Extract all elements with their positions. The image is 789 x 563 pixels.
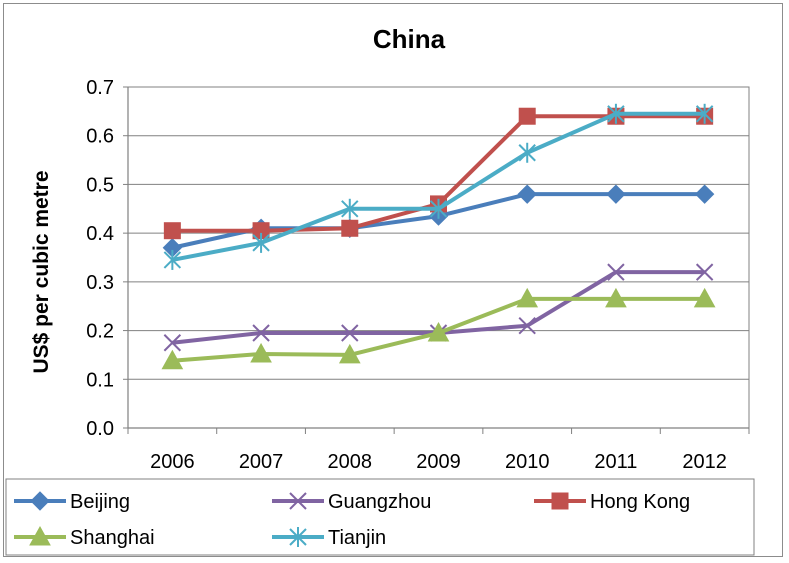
marker-shape [341,324,359,342]
y-tick-label: 0.6 [86,126,114,148]
data-point [163,334,182,352]
y-tick-label: 0.7 [86,77,114,99]
x-tick-label: 2009 [416,451,461,473]
legend-marker [29,525,51,546]
marker-shape [551,492,569,510]
data-point [607,263,625,281]
marker-shape [252,324,270,342]
data-point [341,219,359,237]
data-point [518,107,536,125]
y-tick-label: 0.3 [86,272,114,294]
y-tick-label: 0.4 [86,223,114,245]
marker-shape [607,263,625,281]
data-point [250,342,272,363]
data-point [341,324,359,342]
legend-label: Tianjin [328,527,386,549]
data-point [695,263,714,281]
marker-shape [163,222,181,240]
data-point [518,316,536,335]
y-tick-label: 0.2 [86,321,114,343]
data-point [518,142,536,163]
data-point [606,184,626,204]
legend-label: Hong Kong [590,491,690,513]
marker-shape [29,525,51,546]
marker-shape [695,263,714,281]
y-tick-label: 0.0 [86,418,114,440]
marker-shape [338,343,361,364]
data-point [163,222,181,240]
legend-label: Beijing [70,491,130,513]
marker-shape [250,342,272,363]
x-tick-label: 2007 [239,451,284,473]
marker-shape [30,491,50,511]
data-point [429,198,448,219]
legend-marker [289,527,307,547]
marker-shape [161,349,184,370]
marker-shape [516,287,539,308]
y-tick-label: 0.1 [86,369,114,391]
plot-area: 0.0 0.1 0.2 0.3 0.4 0.5 0.6 0.7 2006 2007 2008 2009… [86,77,750,473]
x-tick-label: 2011 [594,451,637,473]
marker-shape [605,287,627,308]
marker-shape [606,184,626,204]
legend-marker [551,492,569,510]
data-point [517,184,537,204]
marker-shape [518,316,536,335]
data-point [252,324,270,342]
marker-shape [341,219,359,237]
data-point [161,349,184,370]
data-point [252,232,270,253]
chart-title: China [373,24,446,54]
y-axis-label: US$ per cubic metre [30,170,53,373]
marker-shape [517,184,537,204]
data-point [607,103,625,124]
marker-shape [694,184,715,204]
legend-marker [30,491,50,511]
x-tick-label: 2010 [505,451,550,473]
data-point [695,103,714,124]
x-tick-label: 2008 [328,451,373,473]
legend-marker [289,492,307,510]
y-tick-label: 0.5 [86,174,114,196]
legend-label: Guangzhou [328,491,431,513]
data-point [427,321,450,342]
line-chart: China US$ per cubic metre 0.00.10.20.30.… [5,24,755,556]
data-point [694,184,715,204]
legend-label: Shanghai [70,527,155,549]
marker-shape [427,321,450,342]
data-point [605,287,627,308]
data-point [693,287,716,308]
x-tick-label: 2012 [682,451,727,473]
data-point [516,287,539,308]
marker-shape [163,334,182,352]
marker-shape [518,107,536,125]
legend-box [5,478,755,556]
data-point [163,249,182,270]
legend: Beijing Guangzhou Hong Kong Shanghai Tianjin [5,478,755,556]
data-point [341,198,359,219]
data-point [338,343,361,364]
marker-shape [289,492,307,510]
marker-shape [693,287,716,308]
x-tick-label: 2006 [150,451,195,473]
chart-frame: China US$ per cubic metre 0.0 0.1 0.2 0.3 0.… [3,3,783,557]
plot-border [127,86,750,429]
